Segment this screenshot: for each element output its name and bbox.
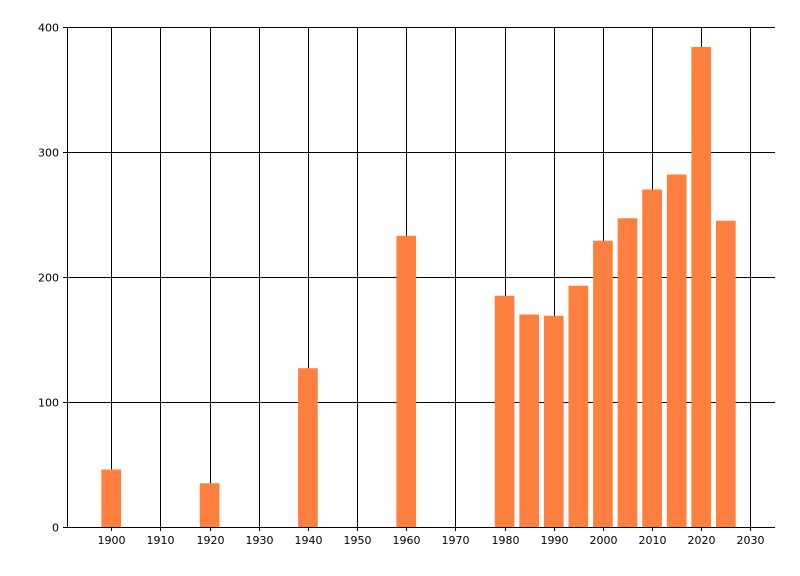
- tick-labels: 0 100 200 300 400 1900 1910 1920 1930 1940 1950 196…: [38, 22, 765, 548]
- x-tick-label-1940: 1940: [295, 534, 323, 547]
- y-tick-label-200: 200: [38, 272, 59, 285]
- bar-1900: [101, 469, 122, 527]
- x-tick-label-2030: 2030: [737, 534, 765, 547]
- x-tick-label-1930: 1930: [246, 534, 274, 547]
- x-tick-label-1900: 1900: [98, 534, 126, 547]
- x-tick-label-2000: 2000: [590, 534, 618, 547]
- bar-2020: [691, 47, 712, 527]
- x-tick-label-1960: 1960: [393, 534, 421, 547]
- bar-1960: [396, 235, 417, 527]
- bar-2005: [617, 218, 638, 527]
- x-tick-label-1950: 1950: [344, 534, 372, 547]
- x-tick-label-1980: 1980: [492, 534, 520, 547]
- bar-2025: [716, 220, 736, 527]
- x-tick-label-1920: 1920: [197, 534, 225, 547]
- bar-1990: [543, 315, 564, 527]
- bar-1985: [519, 314, 539, 527]
- x-tick-label-2010: 2010: [639, 534, 667, 547]
- bar-2010: [642, 189, 662, 527]
- bar-1920: [199, 483, 220, 527]
- bar-1995: [568, 285, 589, 527]
- bars: [101, 47, 736, 527]
- x-tick-label-2020: 2020: [688, 534, 716, 547]
- y-tick-label-400: 400: [38, 22, 59, 35]
- axes: [63, 27, 775, 531]
- bar-2015: [666, 174, 687, 527]
- bar-1980: [494, 295, 515, 527]
- bar-2000: [593, 240, 613, 527]
- y-tick-label-100: 100: [38, 397, 59, 410]
- y-tick-label-0: 0: [52, 522, 59, 535]
- bar-1940: [298, 368, 318, 527]
- x-tick-label-1990: 1990: [541, 534, 569, 547]
- x-tick-label-1970: 1970: [442, 534, 470, 547]
- y-tick-label-300: 300: [38, 147, 59, 160]
- x-tick-label-1910: 1910: [147, 534, 175, 547]
